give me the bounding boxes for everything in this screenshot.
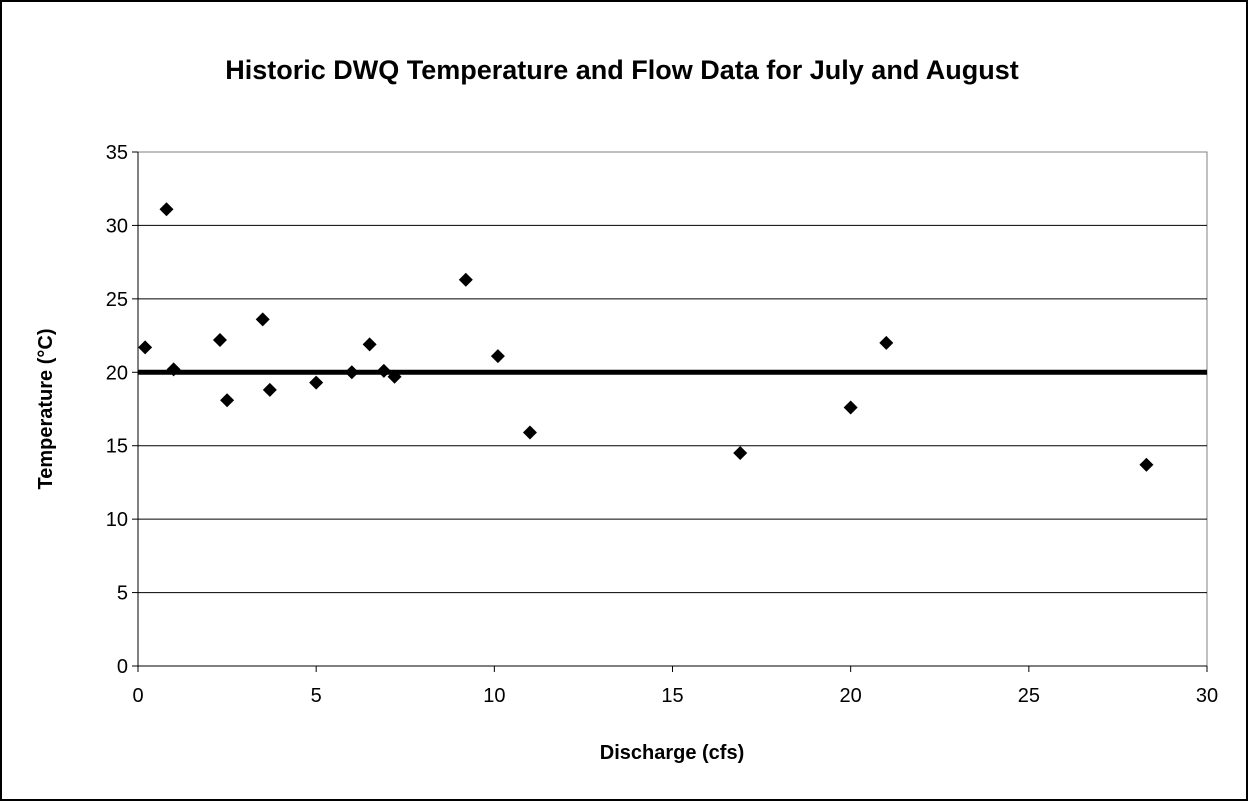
data-point: [843, 400, 858, 415]
x-tick-label: 15: [661, 685, 683, 707]
data-point: [309, 375, 324, 390]
y-tick-label: 20: [106, 362, 128, 384]
data-point: [262, 382, 277, 397]
data-point: [255, 312, 270, 327]
gridlines: [137, 151, 1208, 667]
x-axis-title: Discharge (cfs): [600, 742, 745, 764]
data-point: [490, 349, 505, 364]
data-point: [220, 393, 235, 408]
data-point: [522, 425, 537, 440]
axes: 0 5 10 15 20 25 30 35 0 5 10 15 20 25 30: [106, 142, 1218, 707]
y-tick-label: 10: [106, 509, 128, 531]
data-point: [159, 202, 174, 217]
plot-area: [137, 151, 1208, 667]
y-tick-label: 0: [117, 656, 128, 678]
x-tick-label: 10: [483, 685, 505, 707]
chart-title: Historic DWQ Temperature and Flow Data f…: [225, 55, 1019, 85]
y-tick-label: 35: [106, 142, 128, 164]
y-tick-label: 5: [117, 583, 128, 605]
data-point: [879, 335, 894, 350]
y-tick-label: 15: [106, 436, 128, 458]
data-point: [376, 363, 391, 378]
data-points: [138, 202, 1154, 472]
data-point: [166, 362, 181, 377]
x-tick-label: 5: [311, 685, 322, 707]
y-tick-label: 25: [106, 289, 128, 311]
x-tick-label: 25: [1018, 685, 1040, 707]
x-tick-label: 20: [840, 685, 862, 707]
y-axis-title: Temperature (°C): [35, 329, 57, 490]
data-point: [733, 446, 748, 461]
data-point: [138, 340, 153, 355]
data-point: [1139, 457, 1154, 472]
data-point: [458, 272, 473, 287]
data-point: [212, 332, 227, 347]
x-tick-label: 30: [1196, 685, 1218, 707]
y-tick-label: 30: [106, 215, 128, 237]
x-tick-label: 0: [132, 685, 143, 707]
data-point: [362, 337, 377, 352]
data-point: [387, 369, 402, 384]
data-point: [344, 365, 359, 380]
